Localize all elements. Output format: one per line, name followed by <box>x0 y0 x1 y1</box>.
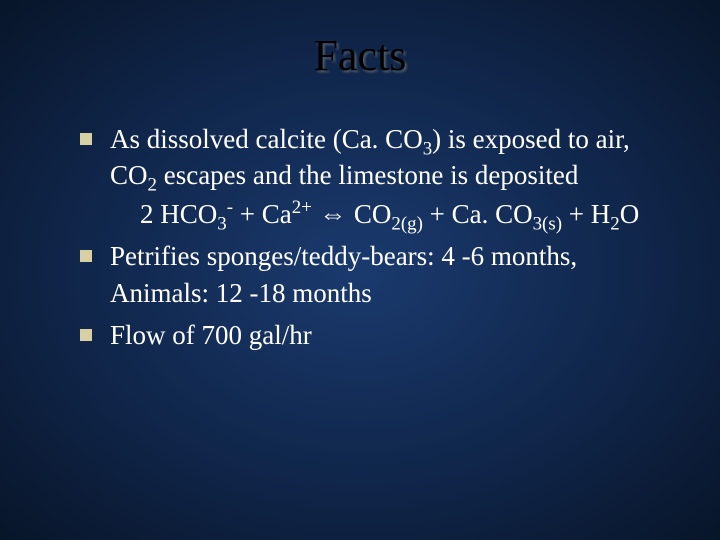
bullet1-part-c: escapes and the limestone is deposited <box>157 160 578 190</box>
eq-s3: 2(g) <box>391 213 422 234</box>
eq-p2: + Ca <box>233 199 292 229</box>
eq-p1: 2 HCO <box>140 199 217 229</box>
slide-title: Facts <box>40 30 680 81</box>
eq-p6: O <box>620 199 640 229</box>
eq-s5: 2 <box>610 213 619 234</box>
eq-sup2: 2+ <box>292 197 312 218</box>
bullet2-text: Petrifies sponges/teddy-bears: 4 -6 mont… <box>110 241 577 307</box>
bullet1-sub2: 2 <box>148 175 157 196</box>
eq-s1: 3 <box>217 213 226 234</box>
bullet-list: As dissolved calcite (Ca. CO3) is expose… <box>80 121 660 354</box>
eq-p5: + H <box>562 199 610 229</box>
bullet-item-1: As dissolved calcite (Ca. CO3) is expose… <box>80 121 660 232</box>
bullet1-sub1: 3 <box>423 138 432 159</box>
bullet1-part-a: As dissolved calcite (Ca. CO <box>110 124 423 154</box>
bullet3-text: Flow of 700 gal/hr <box>110 320 312 350</box>
eq-p3: CO <box>354 199 392 229</box>
equation-line: 2 HCO3- + Ca2+ ⇔ CO2(g) + Ca. CO3(s) + H… <box>110 196 660 232</box>
bullet-item-2: Petrifies sponges/teddy-bears: 4 -6 mont… <box>80 238 660 311</box>
bullet-item-3: Flow of 700 gal/hr <box>80 317 660 353</box>
eq-arrow: ⇔ <box>312 199 354 229</box>
slide-container: Facts As dissolved calcite (Ca. CO3) is … <box>0 0 720 540</box>
eq-s4: 3(s) <box>533 213 562 234</box>
eq-p4: + Ca. CO <box>423 199 533 229</box>
